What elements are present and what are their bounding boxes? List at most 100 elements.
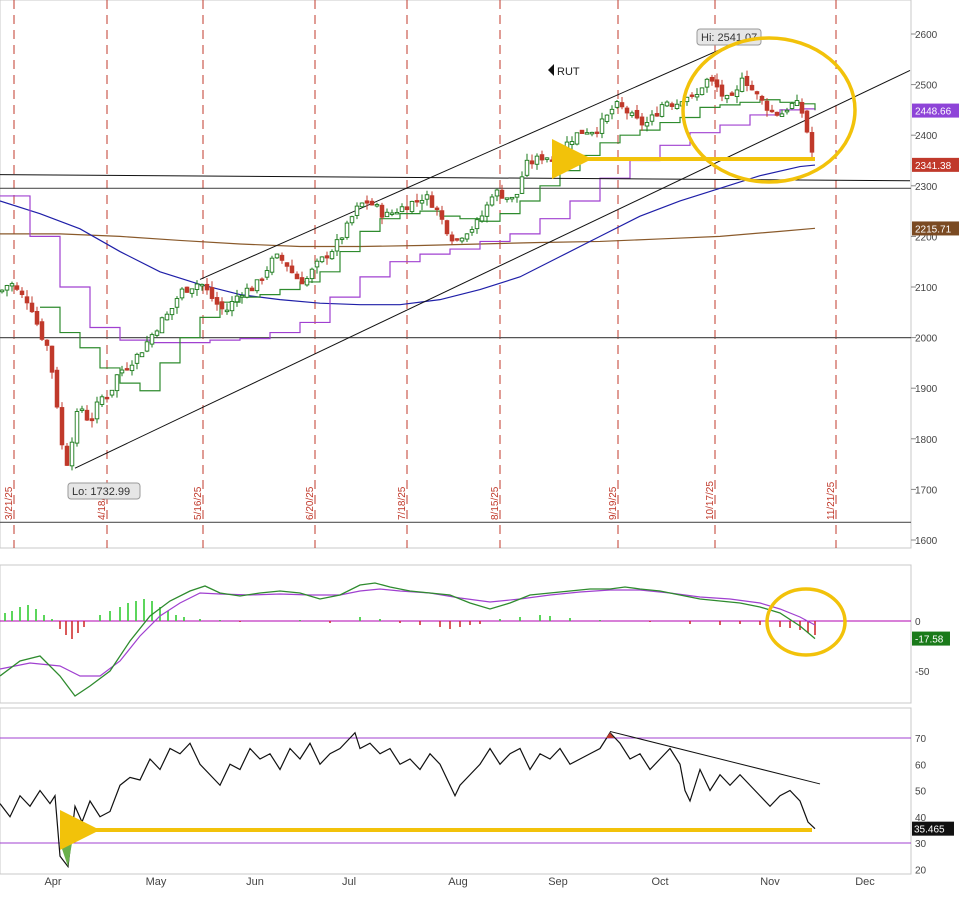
ma200-line (0, 227, 816, 248)
candle-body (229, 301, 235, 312)
candle-body (499, 189, 505, 199)
candle-body (204, 283, 210, 291)
candle-body (619, 102, 625, 108)
candle-body (664, 101, 670, 107)
candle-body (689, 94, 695, 97)
candle-body (649, 114, 655, 122)
candle-body (699, 87, 705, 96)
expiry-date-label: 10/17/25 (705, 481, 716, 520)
candle-body (484, 204, 490, 217)
price-tag-label: 2215.71 (915, 224, 952, 235)
candle-body (289, 265, 295, 274)
candle-body (504, 197, 510, 200)
candle-body (429, 195, 435, 208)
candle-body (464, 233, 470, 240)
rsi-value-tag-box (912, 821, 954, 836)
candle-body (139, 352, 145, 358)
candle-body (594, 131, 600, 135)
price-axis-tick-label: 2000 (915, 334, 938, 345)
candle-body (109, 389, 115, 396)
macd-highlight-circle (765, 587, 847, 657)
candle-body (589, 131, 595, 135)
candle-body (794, 100, 800, 106)
month-axis-label: Jul (342, 876, 356, 888)
price-axis-tick-label: 1800 (915, 435, 938, 446)
candle-body (194, 283, 200, 290)
month-axis-label: Aug (448, 876, 468, 888)
candle-body (159, 317, 165, 334)
expiry-date-label: 7/18/25 (397, 486, 408, 520)
expiry-date-label: 9/19/25 (608, 486, 619, 520)
candle-body (459, 237, 465, 242)
candle-body (154, 330, 160, 336)
candle-body (734, 89, 740, 98)
candle-body (174, 298, 180, 308)
candle-body (79, 408, 85, 411)
candle-body (309, 268, 315, 280)
expiry-date-label: 11/21/25 (826, 481, 837, 520)
candle-body (514, 193, 520, 198)
lo-label: Lo: 1732.99 (72, 486, 130, 498)
candle-body (294, 273, 300, 280)
candle-body (769, 109, 775, 113)
rsi-value-tag: 35.465 (914, 825, 945, 836)
candle-body (239, 295, 245, 298)
expiry-date-label: 3/21/25 (4, 486, 15, 520)
price-axis-tick-label: 1600 (915, 536, 938, 547)
candle-body (214, 297, 220, 305)
candle-body (754, 91, 760, 95)
candle-body (704, 78, 710, 88)
candle-body (304, 278, 310, 286)
candle-body (509, 196, 515, 200)
candle-body (39, 321, 45, 340)
candle-body (774, 111, 780, 116)
candle-body (4, 285, 10, 291)
candle-body (524, 159, 530, 176)
macd-value-tag: -17.58 (915, 635, 944, 646)
price-tag-label: 2341.38 (915, 161, 952, 172)
candle-body (124, 368, 130, 371)
candle-body (599, 118, 605, 134)
candle-body (694, 94, 700, 98)
candle-body (809, 132, 815, 153)
candle-body (339, 237, 345, 240)
macd-line (0, 582, 816, 697)
candle-body (399, 206, 405, 213)
hi-label: Hi: 2541.07 (701, 32, 757, 44)
candle-body (784, 109, 790, 113)
candle-body (419, 200, 425, 204)
expiry-date-label: 5/16/25 (193, 486, 204, 520)
candle-body (369, 200, 375, 206)
candle-body (389, 212, 395, 215)
candle-body (74, 411, 80, 444)
price-tag-box (912, 221, 959, 236)
candle-body (49, 345, 55, 373)
candle-body (249, 287, 255, 292)
candle-body (179, 288, 185, 299)
candle-body (579, 129, 585, 134)
candle-body (539, 154, 545, 161)
candle-body (714, 79, 720, 88)
candle-body (739, 77, 745, 92)
candle-body (274, 253, 280, 259)
rsi-axis-tick-label: 60 (915, 760, 927, 771)
price-axis-tick-label: 2400 (915, 131, 938, 142)
candle-body (549, 159, 555, 162)
price-highlight-circle (681, 36, 857, 184)
candle-body (564, 141, 570, 154)
candle-body (379, 204, 385, 218)
candle-body (414, 200, 420, 203)
candle-body (64, 445, 70, 466)
channel-upper-line (199, 31, 761, 280)
candle-body (614, 101, 620, 108)
candle-body (609, 108, 615, 115)
candle-body (354, 205, 360, 216)
candle-body (99, 396, 105, 405)
candle-body (789, 102, 795, 109)
candle-body (169, 308, 175, 316)
candle-body (449, 234, 455, 242)
candle-body (469, 229, 475, 233)
macd-axis-tick-label: 0 (915, 617, 921, 628)
candle-body (709, 76, 715, 82)
candle-body (554, 157, 560, 163)
